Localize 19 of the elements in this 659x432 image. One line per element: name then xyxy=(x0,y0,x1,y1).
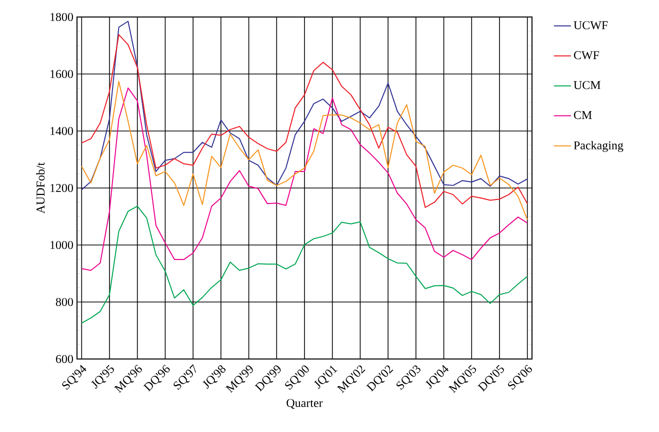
legend-label: UCM xyxy=(574,81,600,90)
legend-label: CM xyxy=(574,111,592,120)
legend-label: Packaging xyxy=(574,140,624,152)
line-series xyxy=(81,80,528,220)
y-tick-label: 1200 xyxy=(50,184,74,192)
y-tick-label: 1600 xyxy=(50,70,74,78)
y-tick-label: 1800 xyxy=(50,12,74,22)
line-series xyxy=(81,206,528,324)
y-tick-label: 800 xyxy=(56,298,74,306)
x-axis-title: Quarter xyxy=(286,398,323,409)
line-series xyxy=(81,20,528,190)
y-axis-title: AUDFob/t xyxy=(36,162,45,214)
y-tick-label: 1000 xyxy=(50,240,74,250)
line-series xyxy=(81,87,528,271)
legend-label: UCWF xyxy=(574,21,608,30)
y-tick-label: 1400 xyxy=(50,126,74,136)
line-series xyxy=(81,34,528,208)
legend-label: CWF xyxy=(574,51,600,60)
y-tick-label: 600 xyxy=(56,354,74,364)
